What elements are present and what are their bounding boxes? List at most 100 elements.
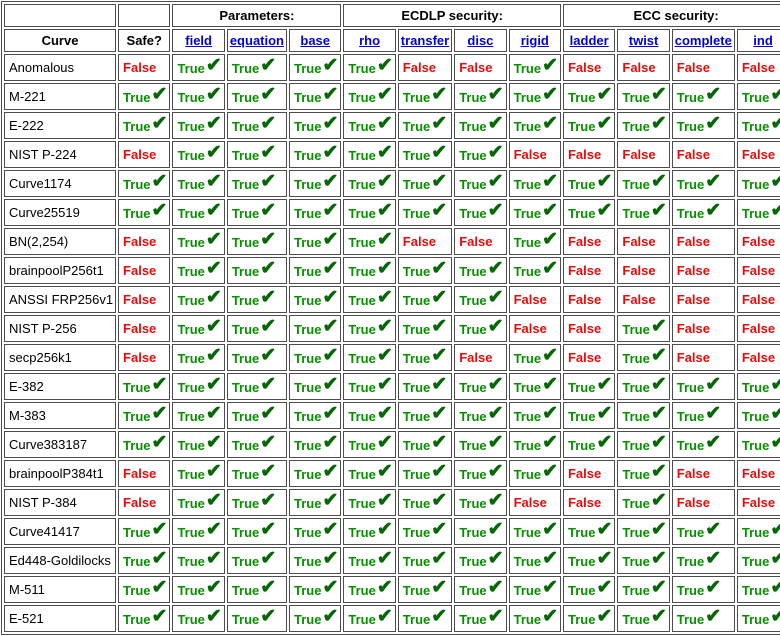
value-cell-equation: True✔	[226, 141, 287, 168]
check-icon: ✔	[260, 606, 277, 627]
check-icon: ✔	[487, 316, 504, 337]
true-label: True	[513, 351, 542, 366]
value-cell-ladder: True✔	[562, 170, 616, 197]
check-icon: ✔	[650, 345, 667, 366]
value-cell-ladder: True✔	[562, 373, 616, 400]
value-cell-safe: True✔	[118, 431, 171, 458]
value-cell-twist: False	[617, 54, 670, 81]
value-cell-safe: False	[118, 286, 171, 313]
true-label: True	[294, 61, 322, 76]
true-label: True	[294, 293, 322, 308]
false-label: False	[676, 466, 711, 481]
check-icon: ✔	[431, 403, 448, 424]
value-cell-transfer: True✔	[397, 286, 453, 313]
value-cell-base: True✔	[289, 605, 342, 632]
check-icon: ✔	[151, 171, 168, 192]
true-label: True	[402, 90, 431, 105]
value-cell-complete: False	[671, 489, 735, 516]
false-label: False	[123, 350, 157, 365]
value-cell-rigid: True✔	[508, 344, 561, 371]
col-link-twist[interactable]: twist	[628, 33, 659, 48]
true-label: True	[177, 351, 205, 366]
col-link-transfer[interactable]: transfer	[400, 33, 450, 48]
col-link-equation[interactable]: equation	[229, 33, 284, 48]
value-cell-complete: False	[671, 344, 735, 371]
true-label: True	[348, 264, 376, 279]
value-cell-equation: True✔	[226, 605, 287, 632]
check-icon: ✔	[542, 519, 558, 540]
true-label: True	[567, 90, 596, 105]
col-link-rho[interactable]: rho	[359, 33, 381, 48]
check-icon: ✔	[705, 403, 722, 424]
value-cell-transfer: True✔	[397, 112, 453, 139]
check-icon: ✔	[151, 548, 168, 569]
col-link-complete[interactable]: complete	[674, 33, 732, 48]
check-icon: ✔	[205, 490, 222, 511]
check-icon: ✔	[542, 113, 558, 134]
true-label: True	[348, 380, 376, 395]
true-label: True	[231, 380, 260, 395]
true-label: True	[622, 554, 650, 569]
true-label: True	[459, 612, 487, 627]
false-label: False	[622, 147, 656, 162]
true-label: True	[294, 235, 322, 250]
check-icon: ✔	[151, 113, 168, 134]
value-cell-safe: False	[118, 54, 171, 81]
true-label: True	[348, 496, 376, 511]
check-icon: ✔	[487, 171, 504, 192]
col-link-rigid[interactable]: rigid	[520, 33, 549, 48]
value-cell-ladder: False	[562, 257, 616, 284]
col-link-base[interactable]: base	[300, 33, 331, 48]
true-label: True	[123, 90, 151, 105]
group-header-parameters: Parameters:	[172, 4, 342, 27]
true-label: True	[567, 525, 596, 540]
value-cell-complete: False	[671, 460, 735, 487]
table-row: E-222 True✔ True✔ True✔ True✔ True✔ True✔ True✔…	[4, 112, 780, 139]
check-icon: ✔	[322, 316, 339, 337]
value-cell-complete: True✔	[671, 373, 735, 400]
check-icon: ✔	[151, 606, 168, 627]
col-link-disc[interactable]: disc	[467, 33, 494, 48]
value-cell-twist: True✔	[617, 373, 670, 400]
true-label: True	[459, 119, 487, 134]
true-label: True	[459, 583, 487, 598]
check-icon: ✔	[322, 577, 339, 598]
value-cell-rho: True✔	[343, 170, 396, 197]
check-icon: ✔	[260, 490, 277, 511]
value-cell-rho: True✔	[343, 286, 396, 313]
check-icon: ✔	[596, 200, 613, 221]
col-link-ladder[interactable]: ladder	[569, 33, 609, 48]
true-label: True	[294, 322, 322, 337]
empty-header-safe	[118, 4, 171, 27]
col-link-field[interactable]: field	[185, 33, 212, 48]
true-label: True	[402, 612, 431, 627]
value-cell-field: True✔	[172, 83, 225, 110]
check-icon: ✔	[542, 577, 558, 598]
true-label: True	[402, 554, 431, 569]
true-label: True	[676, 554, 705, 569]
value-cell-twist: True✔	[617, 344, 670, 371]
check-icon: ✔	[431, 432, 448, 453]
check-icon: ✔	[542, 345, 558, 366]
true-label: True	[402, 351, 431, 366]
false-label: False	[123, 60, 157, 75]
check-icon: ✔	[322, 345, 339, 366]
true-label: True	[402, 583, 431, 598]
value-cell-ladder: True✔	[562, 576, 616, 603]
value-cell-field: True✔	[172, 141, 225, 168]
check-icon: ✔	[596, 606, 613, 627]
check-icon: ✔	[705, 606, 722, 627]
true-label: True	[513, 235, 542, 250]
value-cell-complete: True✔	[671, 402, 735, 429]
true-label: True	[348, 177, 376, 192]
true-label: True	[348, 409, 376, 424]
value-cell-safe: True✔	[118, 83, 171, 110]
check-icon: ✔	[376, 171, 393, 192]
true-label: True	[123, 409, 151, 424]
true-label: True	[294, 525, 322, 540]
value-cell-complete: True✔	[671, 547, 735, 574]
true-label: True	[294, 351, 322, 366]
col-link-ind[interactable]: ind	[753, 33, 773, 48]
value-cell-complete: True✔	[671, 518, 735, 545]
true-label: True	[459, 496, 487, 511]
